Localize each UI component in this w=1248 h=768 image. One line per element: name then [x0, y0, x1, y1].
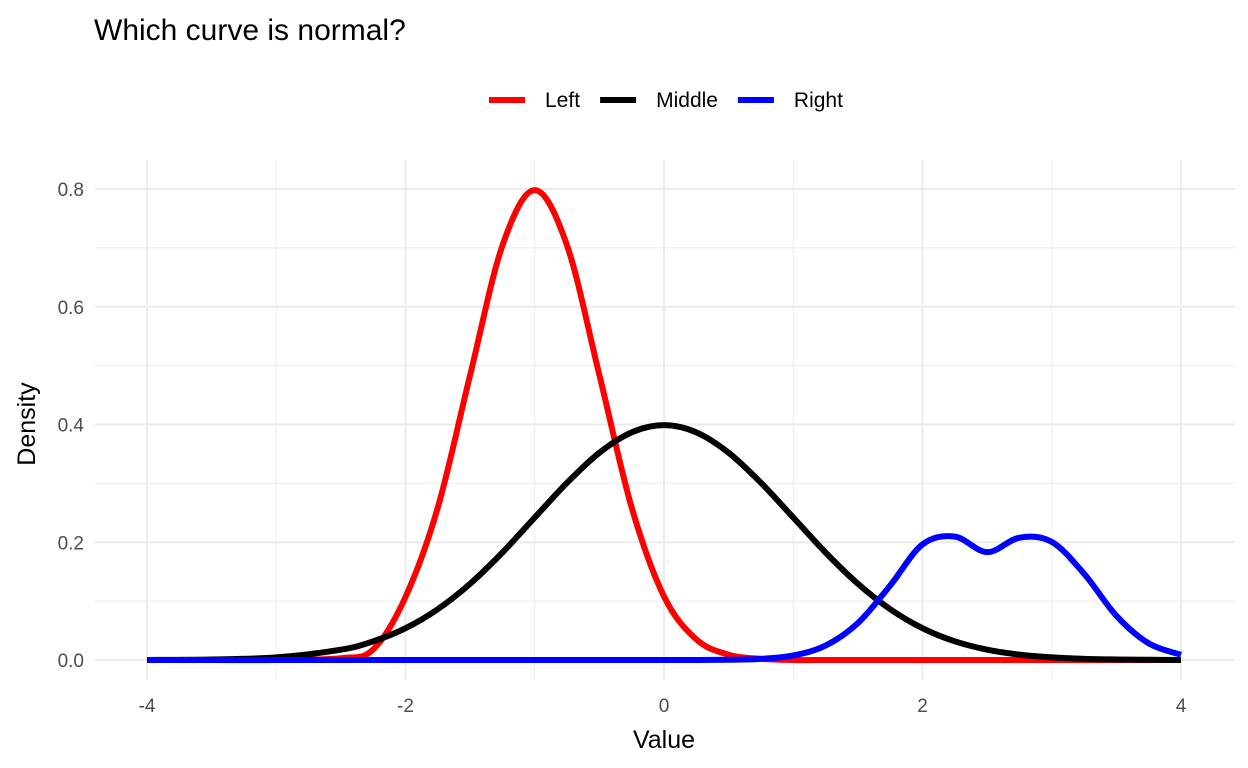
series-line-middle — [146, 422, 1182, 663]
legend: Left Middle Right — [489, 89, 843, 112]
x-tick-label: 0 — [659, 696, 670, 717]
series-line-right — [147, 533, 1182, 664]
y-tick-label: 0.0 — [58, 651, 84, 672]
legend-item-left: Left — [489, 89, 580, 112]
legend-label-middle: Middle — [656, 89, 718, 112]
y-axis-title: Density — [13, 382, 41, 466]
x-axis-ticks: -4 -2 0 2 4 — [139, 696, 1187, 717]
x-axis-title: Value — [633, 726, 695, 754]
x-tick-label: -2 — [397, 696, 414, 717]
x-tick-label: 2 — [917, 696, 928, 717]
y-axis-ticks: 0.0 0.2 0.4 0.6 0.8 — [58, 180, 85, 672]
legend-label-left: Left — [545, 89, 580, 112]
legend-label-right: Right — [794, 89, 843, 112]
y-tick-label: 0.4 — [58, 416, 85, 437]
series-lines — [146, 187, 1182, 664]
chart-title: Which curve is normal? — [94, 14, 406, 47]
y-tick-label: 0.8 — [58, 180, 84, 201]
x-tick-label: -4 — [139, 696, 156, 717]
x-tick-label: 4 — [1176, 696, 1187, 717]
y-tick-label: 0.6 — [58, 298, 84, 319]
series-line-left — [147, 187, 1181, 664]
legend-item-right: Right — [737, 89, 843, 112]
legend-item-middle: Middle — [600, 89, 718, 112]
y-tick-label: 0.2 — [58, 533, 84, 554]
